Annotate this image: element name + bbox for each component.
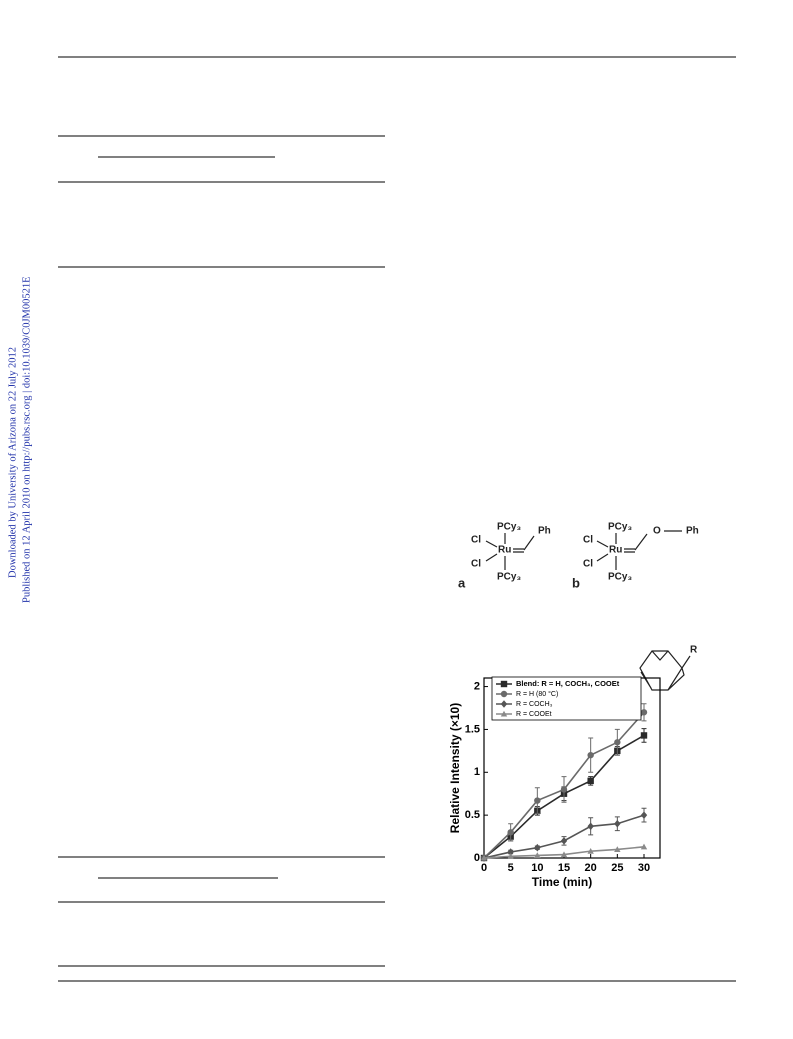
marker [480, 854, 488, 861]
x-tick-label: 0 [481, 862, 487, 874]
marker [640, 843, 648, 850]
legend-label: Blend: R = H, COCH₃, COOEt [516, 679, 620, 688]
legend-marker [500, 680, 508, 688]
legend-label: R = COOEt [516, 711, 552, 718]
bonds [596, 530, 682, 570]
marker [560, 837, 568, 845]
marker [507, 853, 514, 859]
atom-label: Cl [471, 535, 481, 546]
atom-label: PCy₃ [497, 572, 521, 583]
legend-label: R = COCH₃ [516, 701, 553, 708]
x-tick-label: 10 [531, 862, 543, 874]
marker [534, 797, 541, 804]
marker [587, 751, 594, 759]
marker [560, 851, 568, 858]
atom-label: Cl [583, 535, 593, 546]
atom-label: Ph [686, 526, 699, 537]
marker [587, 777, 594, 785]
marker [534, 843, 541, 852]
atom-label: Ph [538, 526, 551, 537]
atom-label: Cl [583, 559, 593, 570]
marker [507, 829, 514, 836]
chart: 0 5 10 15 20 25 30 0 0.5 1 1.5 2 Time (min) Relative … [448, 676, 661, 889]
marker [587, 847, 594, 854]
atom-label: Ru [498, 545, 511, 556]
atom-label: PCy₃ [608, 572, 632, 583]
legend-marker [500, 710, 508, 717]
x-tick-label: 20 [585, 862, 597, 874]
x-tick-label: 30 [638, 862, 650, 874]
structure-a: PCy₃ Ru Cl Cl PCy₃ Ph a [458, 522, 551, 591]
marker [640, 811, 648, 819]
y-axis-label: Relative Intensity (×10) [448, 703, 462, 833]
legend-marker [500, 700, 508, 708]
y-tick-label: 1 [474, 766, 480, 778]
marker [640, 709, 648, 716]
y-tick-label: 1.5 [465, 723, 480, 735]
atom-label: O [653, 526, 661, 537]
atom-label: PCy₃ [608, 522, 632, 533]
y-tick-label: 2 [474, 680, 480, 692]
marker [534, 852, 541, 858]
legend-marker [500, 690, 508, 698]
x-tick-label: 5 [508, 862, 514, 874]
marker [614, 846, 621, 852]
marker [614, 819, 621, 828]
marker [614, 739, 621, 746]
marker [560, 786, 568, 793]
bonds [485, 533, 535, 570]
atom-label: Cl [471, 559, 481, 570]
sidebar-text: Downloaded by University of Arizona on 2… [7, 347, 18, 578]
legend-label: R = H (80 °C) [516, 690, 558, 698]
y-tick-label: 0.5 [465, 809, 480, 821]
atom-label: Ru [609, 545, 622, 556]
bonds [639, 650, 691, 691]
atom-label: PCy₃ [497, 522, 521, 533]
x-axis-label: Time (min) [532, 875, 592, 889]
x-tick-label: 25 [611, 862, 623, 874]
marker [640, 732, 648, 739]
sidebar-text: Published on 12 April 2010 on http://pub… [21, 276, 32, 603]
legend-box [491, 676, 642, 721]
norbornene-icon: R [639, 645, 698, 691]
substituent: R [690, 645, 698, 656]
x-tick-label: 15 [558, 862, 570, 874]
structure-b: PCy₃ Ru Cl Cl PCy₃ O Ph b [572, 522, 699, 591]
structure-label: a [458, 575, 466, 590]
marker [587, 822, 594, 831]
y-tick-label: 0 [474, 852, 480, 864]
marker [507, 848, 514, 856]
structure-label: b [572, 575, 580, 590]
